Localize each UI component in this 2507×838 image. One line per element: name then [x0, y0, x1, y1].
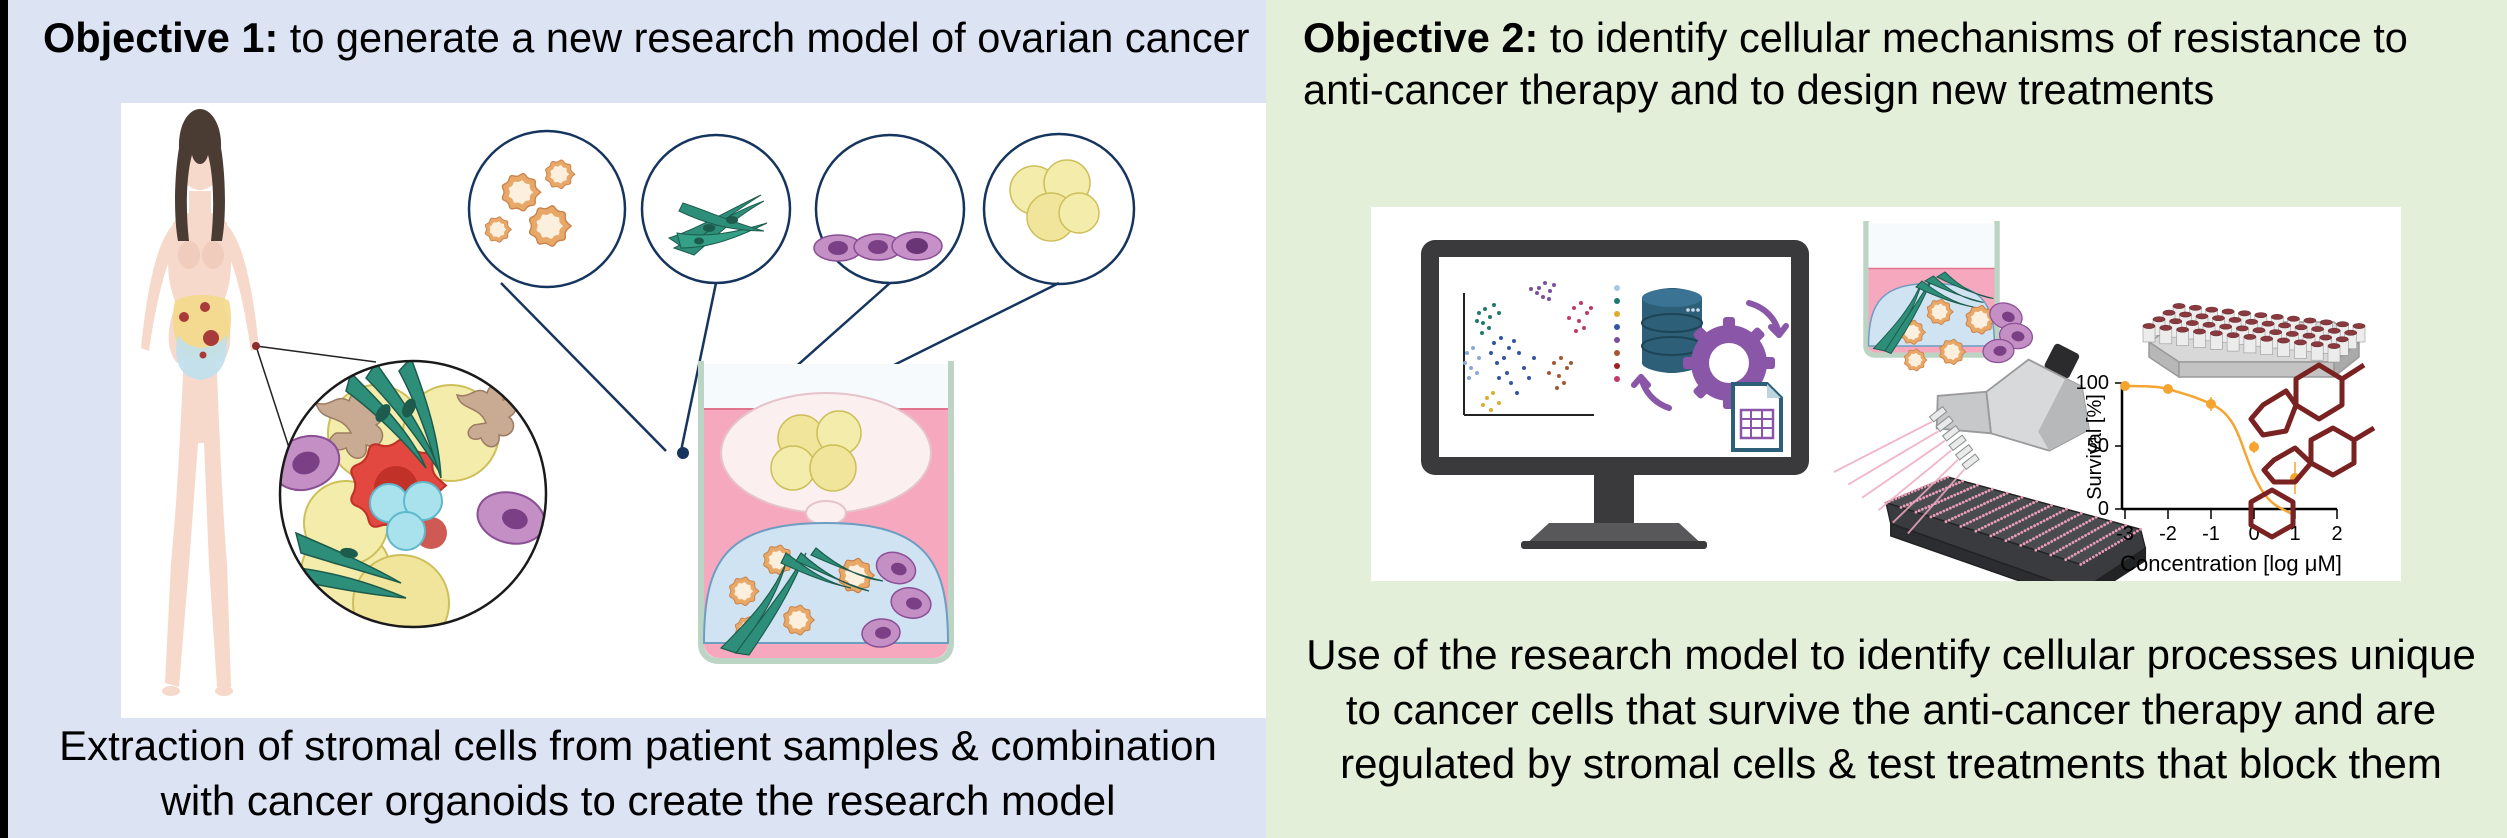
svg-text:-3: -3: [2116, 523, 2134, 545]
svg-text:-1: -1: [2202, 523, 2220, 545]
svg-text:-2: -2: [2159, 523, 2177, 545]
svg-text:0: 0: [2098, 498, 2109, 520]
svg-text:100: 100: [2076, 372, 2109, 394]
svg-text:Concentration [log μM]: Concentration [log μM]: [2120, 551, 2342, 576]
svg-text:2: 2: [2331, 523, 2342, 545]
svg-text:Survival [%]: Survival [%]: [2084, 394, 2106, 500]
